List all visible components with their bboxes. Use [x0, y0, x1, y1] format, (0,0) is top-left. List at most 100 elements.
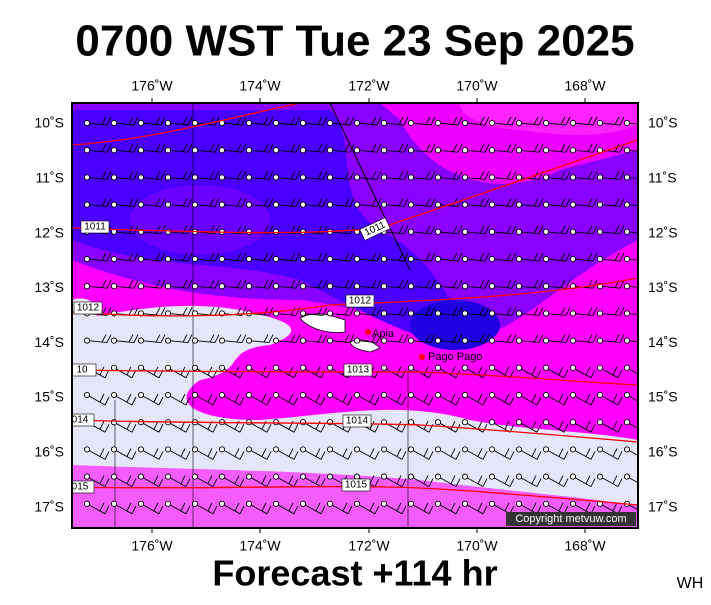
wind-barb: [137, 252, 166, 263]
lon-label: 170˚W: [456, 78, 498, 94]
barb-shaft: [275, 366, 299, 379]
barb-station: [569, 310, 577, 317]
wind-barb: [488, 116, 517, 127]
barb-shaft: [86, 393, 110, 406]
wind-barb: [137, 116, 166, 127]
wind-barb: [515, 143, 544, 154]
barb-shaft: [275, 334, 301, 344]
barb-station: [542, 473, 550, 480]
wind-barb: [434, 225, 463, 235]
barb-shaft: [383, 475, 407, 487]
wind-barb: [651, 365, 676, 378]
wind-barb: [245, 252, 274, 263]
barb-station: [596, 201, 604, 208]
barb-station: [137, 446, 145, 453]
barb-station: [651, 311, 656, 316]
barb-station: [299, 473, 307, 480]
barb-shaft: [248, 198, 274, 208]
isobar-label-text: 1014: [346, 416, 369, 427]
barb-station: [218, 337, 226, 344]
barb-station: [569, 500, 577, 507]
barb-shaft: [221, 171, 247, 180]
barb-shaft: [572, 116, 598, 126]
barb-station: [275, 527, 277, 528]
isobar-label-box: [80, 220, 110, 234]
barb-shaft: [464, 420, 488, 433]
barb-shaft: [572, 393, 596, 406]
wind-barb: [488, 225, 517, 235]
wind-barb: [569, 198, 598, 208]
barb-shaft: [410, 198, 436, 208]
barb-station: [380, 119, 388, 127]
barb-station: [542, 364, 550, 371]
wind-barb: [245, 143, 274, 154]
barb-shaft: [491, 225, 517, 235]
wind-barb: [461, 446, 488, 460]
wind-barb: [218, 252, 247, 263]
wind-barb: [326, 307, 355, 317]
barb-shaft: [302, 307, 328, 316]
wind-barb: [380, 171, 409, 181]
barb-station: [137, 174, 145, 181]
barb-shaft: [626, 421, 638, 429]
barb-shaft: [545, 252, 571, 262]
isobar-label-box: [359, 217, 391, 241]
barb-station: [461, 419, 469, 426]
wind-barb: [542, 334, 571, 344]
isobar-label: 10: [72, 363, 97, 377]
barb-station: [542, 174, 550, 181]
barb-station: [380, 391, 388, 399]
wind-barb: [302, 527, 304, 528]
barb-station: [83, 391, 91, 399]
wind-barb: [245, 116, 274, 127]
barb-shaft: [113, 198, 139, 208]
wind-barb: [299, 446, 326, 460]
barb-shaft: [654, 530, 676, 541]
wind-barb: [434, 391, 461, 406]
barb-station: [353, 310, 361, 317]
wind-barb: [218, 198, 247, 208]
barb-station: [488, 174, 496, 181]
copyright: Copyright metvuw.com: [515, 513, 626, 525]
barb-station: [272, 473, 280, 480]
barb-shaft: [572, 225, 598, 235]
barb-shaft: [464, 116, 490, 126]
wind-barb: [542, 473, 569, 487]
wind-barb: [542, 391, 569, 406]
barb-station: [542, 446, 550, 453]
barb-station: [651, 420, 656, 425]
barb-shaft: [113, 143, 139, 153]
barb-station: [542, 283, 550, 290]
barb-station: [218, 255, 226, 263]
barb-station: [218, 364, 226, 371]
barb-shaft: [383, 116, 409, 126]
barb-shaft: [464, 225, 490, 235]
wind-barb: [407, 500, 434, 515]
wind-barb: [191, 446, 218, 460]
barb-shaft: [437, 279, 463, 289]
wind-barb: [137, 334, 166, 344]
wind-barb: [461, 419, 488, 433]
lat-label: 13˚S: [34, 279, 64, 295]
lat-label: 14˚S: [34, 334, 64, 350]
barb-station: [542, 119, 550, 127]
wind-barb: [353, 307, 382, 317]
wind-barb: [518, 527, 520, 528]
barb-station: [110, 473, 118, 480]
barb-shaft: [599, 366, 623, 379]
barb-station: [623, 419, 631, 426]
barb-shaft: [545, 475, 569, 487]
wind-barb: [461, 198, 490, 208]
wind-barb: [407, 279, 436, 290]
wind-barb: [542, 446, 569, 460]
barb-shaft: [599, 420, 623, 433]
barb-station: [272, 419, 280, 426]
wind-barb: [461, 307, 490, 317]
wind-barb: [488, 252, 517, 263]
barb-shaft: [248, 393, 272, 406]
wind-barb: [596, 446, 623, 460]
barb-station: [596, 391, 604, 399]
isobar-label-text: 1013: [347, 365, 370, 376]
isobar-label: 1015: [341, 478, 371, 492]
